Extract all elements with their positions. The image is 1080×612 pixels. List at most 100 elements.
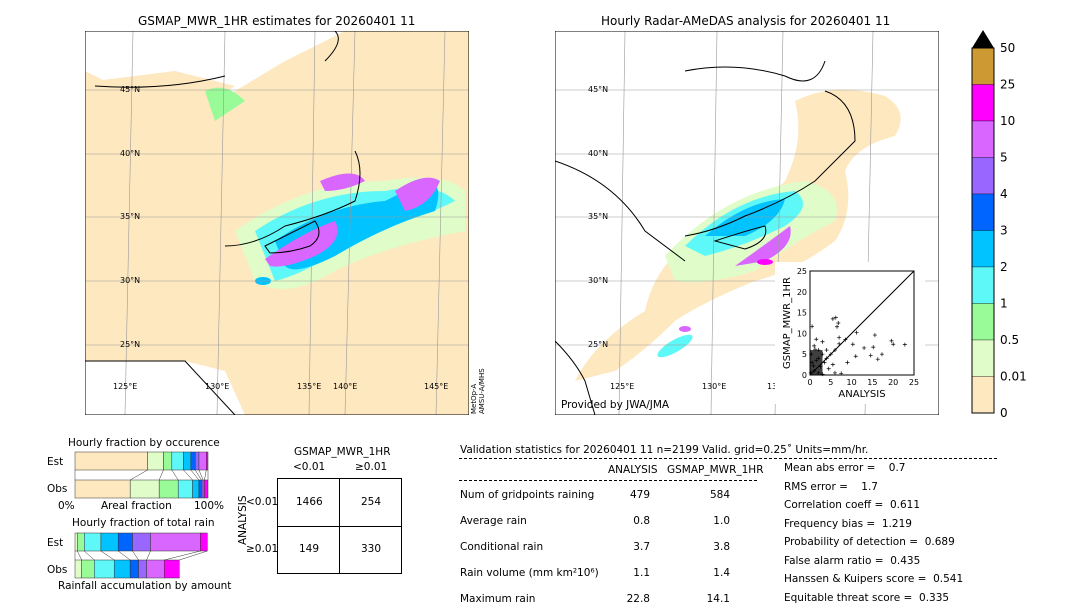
colorbar-label: 5: [1000, 151, 1008, 165]
colorbar-label: 0: [1000, 406, 1008, 418]
row-label: ≥0.01: [246, 543, 279, 555]
scatter-ytick: 20: [797, 288, 807, 297]
left-lat-label: 45°N: [120, 85, 140, 94]
left-lat-label: 25°N: [120, 340, 140, 349]
left-map-title: GSMAP_MWR_1HR estimates for 20260401 11: [138, 14, 416, 28]
scatter-xtick: 0: [807, 378, 812, 387]
scatter-point: [820, 339, 825, 344]
score-line: Probability of detection = 0.689: [784, 536, 955, 548]
scatter-point: [854, 330, 859, 335]
colorbar-label: 1: [1000, 297, 1008, 311]
scatter-point: [902, 342, 907, 347]
data-credit: Provided by JWA/JMA: [561, 399, 670, 411]
right-lat-label: 25°N: [588, 340, 608, 349]
stats-col-gsmap: GSMAP_MWR_1HR: [667, 464, 764, 476]
scatter-point: [837, 335, 842, 340]
stats-row-label: Num of gridpoints raining: [460, 489, 595, 501]
colorbar-extend-arrow: [972, 30, 994, 48]
tick-100pct: 100%: [194, 500, 225, 512]
fraction-segment: [74, 479, 131, 499]
colorbar-segment: [971, 303, 995, 341]
satellite-label: MetOp-A AMSU-A/MHS: [470, 368, 486, 414]
score-line: Frequency bias = 1.219: [784, 517, 912, 530]
scatter-xtick: 5: [828, 378, 833, 387]
obs-label-2: Obs: [47, 564, 68, 576]
cell-hits-neg: 1466: [296, 496, 323, 508]
obs-label: Obs: [47, 483, 68, 495]
row-label: <0.01: [246, 496, 279, 508]
score-line: Mean abs error = 0.7: [784, 462, 906, 474]
accumulation-label: Rainfall accumulation by amount: [58, 580, 232, 592]
total-rain-title: Hourly fraction of total rain: [72, 517, 215, 529]
left-lon-label: 140°E: [333, 382, 357, 391]
scatter-point: [832, 348, 837, 353]
right-map-title: Hourly Radar-AMeDAS analysis for 2026040…: [601, 14, 891, 28]
stats-analysis-value: 3.7: [633, 541, 650, 553]
right-lon-label: 130°E: [702, 382, 726, 391]
scatter-point: [836, 321, 841, 325]
scatter-point: [845, 360, 850, 365]
est-label-2: Est: [47, 537, 64, 549]
stats-analysis-value: 479: [629, 489, 650, 501]
contingency-table: 1466 254 149 330: [277, 478, 402, 574]
stats-row-label: Maximum rain: [460, 593, 536, 605]
connector-line: [183, 469, 193, 481]
col-label: <0.01: [293, 461, 326, 473]
scatter-point: [872, 333, 877, 338]
scatter-point: [830, 316, 835, 321]
fraction-segment: [129, 559, 139, 579]
fraction-segment: [163, 451, 173, 471]
right-lon-label: 125°E: [610, 382, 634, 391]
scatter-point: [822, 360, 827, 365]
fraction-segment: [147, 451, 164, 471]
fraction-segment: [74, 451, 148, 471]
fraction-segment: [146, 559, 165, 579]
occurrence-title: Hourly fraction by occurence: [68, 437, 220, 449]
scatter-point: [843, 337, 848, 342]
scatter-ytick: 15: [797, 309, 807, 318]
scatter-point: [833, 315, 838, 320]
scatter-point: [824, 356, 829, 361]
fraction-segment: [94, 559, 115, 579]
colorbar-frame: [971, 47, 995, 414]
scatter-point: [828, 352, 833, 357]
scatter-xtick: 15: [867, 378, 877, 387]
scatter-point: [837, 341, 842, 346]
connector-line: [77, 550, 82, 561]
connector-line: [130, 469, 148, 481]
fraction-segment: [201, 479, 204, 499]
fraction-segment: [77, 532, 85, 552]
colorbar-label: 0.5: [1000, 333, 1019, 347]
fraction-segment: [117, 532, 133, 552]
colorbar-label: 2: [1000, 260, 1008, 274]
fraction-segment: [204, 479, 209, 499]
stats-row-label: Conditional rain: [460, 541, 544, 553]
stats-header: Validation statistics for 20260401 11 n=…: [460, 444, 869, 456]
cell-false-alarm: 254: [361, 496, 382, 508]
stats-gsmap-value: 14.1: [706, 593, 730, 605]
left-lat-label: 40°N: [120, 149, 140, 158]
scatter-point: [835, 324, 840, 329]
scatter-point: [812, 343, 817, 348]
connector-line: [84, 550, 95, 561]
left-map: 45°N 40°N 35°N 30°N 25°N 125°E 130°E 135…: [85, 31, 469, 415]
scatter-point: [810, 324, 815, 329]
fraction-segment: [183, 451, 192, 471]
scatter-ylabel: GSMAP_MWR_1HR: [782, 277, 793, 369]
colorbar-segment: [971, 47, 995, 85]
scatter-ytick: 25: [797, 267, 807, 276]
right-lat-label: 35°N: [588, 212, 608, 221]
scatter-point: [862, 345, 867, 350]
colorbar: 50 25 10 5 4 3 2 1 0.5 0.01 0: [971, 30, 1027, 418]
scatter-point: [832, 370, 837, 375]
fraction-segment: [163, 559, 180, 579]
scatter-point: [871, 345, 876, 350]
connector-line: [164, 550, 201, 561]
colorbar-segment: [971, 339, 995, 377]
cell-hit: 330: [361, 543, 382, 555]
scatter-frame: [809, 270, 915, 376]
scatter-dense-cluster: [810, 350, 823, 375]
contingency-col-title: GSMAP_MWR_1HR: [294, 446, 391, 458]
fraction-segment: [138, 559, 147, 579]
connector-line: [171, 469, 179, 481]
